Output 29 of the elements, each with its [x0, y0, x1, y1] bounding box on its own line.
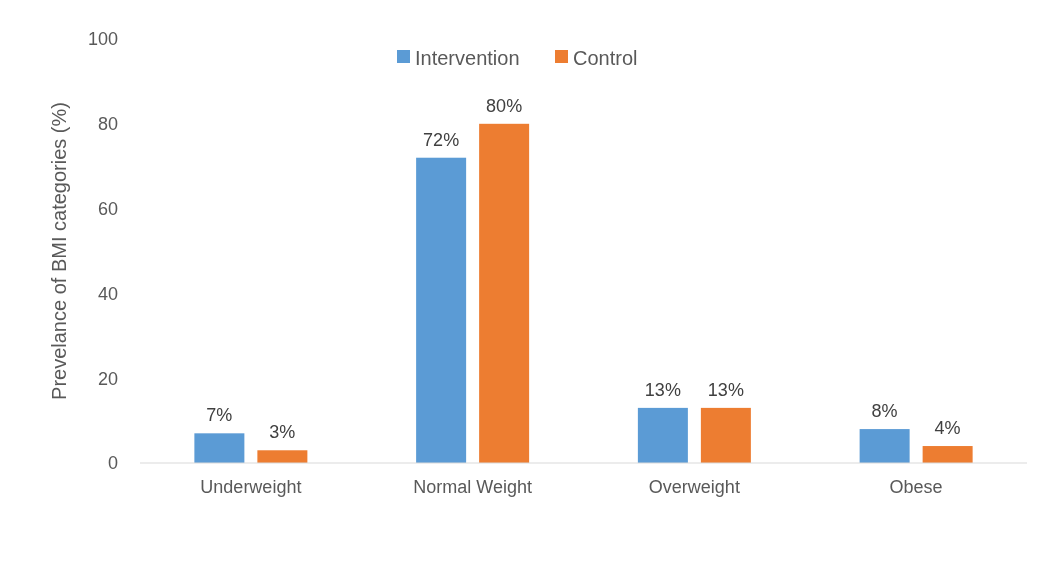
y-tick-label: 80	[97, 114, 118, 135]
data-label: 7%	[206, 405, 233, 426]
data-label: 72%	[423, 129, 460, 150]
bar	[416, 157, 467, 463]
x-tick-label: Normal Weight	[413, 477, 532, 497]
data-label: 4%	[934, 418, 961, 439]
legend-label: Intervention	[415, 47, 520, 69]
bar	[479, 123, 530, 463]
bar	[194, 433, 245, 463]
data-label: 3%	[269, 422, 296, 443]
y-tick-label: 20	[97, 368, 118, 389]
x-tick-label: Obese	[889, 477, 943, 497]
y-tick-label: 0	[107, 453, 118, 474]
x-tick-label: Underweight	[200, 477, 302, 497]
bar	[637, 407, 688, 463]
data-label: 80%	[486, 95, 523, 116]
y-axis-title: Prevelance of BMI categories (%)	[48, 102, 70, 400]
bar	[859, 429, 910, 463]
legend-label: Control	[573, 47, 638, 69]
data-label: 8%	[871, 401, 898, 422]
bar	[700, 407, 751, 463]
bar	[257, 450, 308, 463]
data-label: 13%	[644, 379, 681, 400]
y-tick-label: 60	[97, 198, 118, 219]
x-tick-label: Overweight	[648, 477, 740, 497]
y-tick-label: 40	[97, 283, 118, 304]
y-tick-label: 100	[87, 29, 118, 50]
data-label: 13%	[707, 379, 744, 400]
bar	[922, 446, 973, 463]
